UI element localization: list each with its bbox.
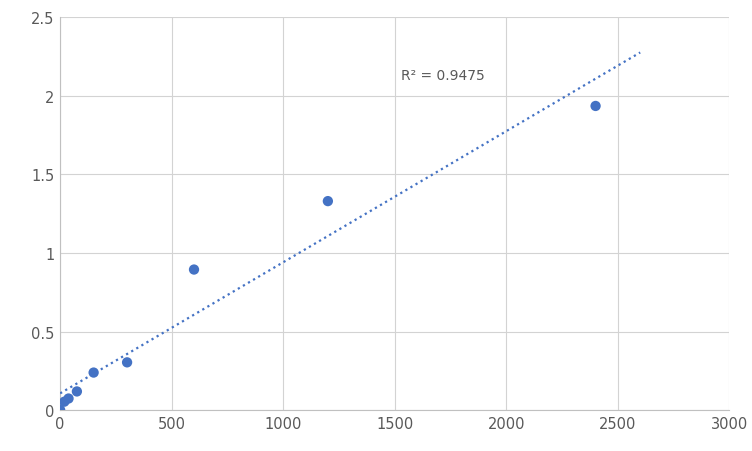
Point	[71, 388, 83, 395]
Point	[590, 103, 602, 110]
Point	[59, 398, 71, 405]
Point	[87, 369, 99, 376]
Text: R² = 0.9475: R² = 0.9475	[402, 69, 485, 83]
Point	[54, 406, 66, 414]
Point	[62, 395, 74, 402]
Point	[322, 198, 334, 205]
Point	[188, 267, 200, 274]
Point	[121, 359, 133, 366]
